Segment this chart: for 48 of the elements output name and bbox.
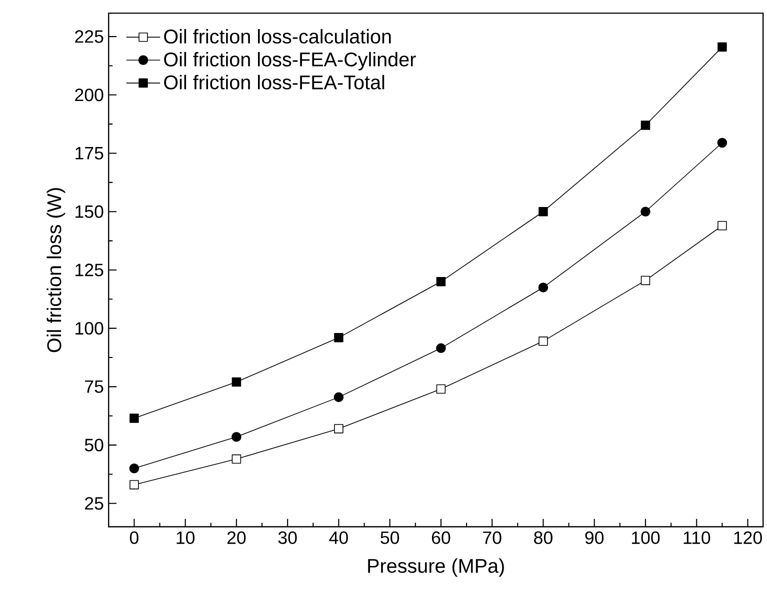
point xyxy=(436,343,446,354)
x-tick-label: 60 xyxy=(432,531,450,544)
point xyxy=(640,206,650,216)
point xyxy=(436,277,446,286)
y-tick-label: 225 xyxy=(75,30,104,43)
x-tick-label: 120 xyxy=(734,531,762,544)
legend-label: Oil friction loss-FEA-Cylinder xyxy=(164,52,416,70)
x-tick-label: 0 xyxy=(130,531,138,544)
y-tick-label: 100 xyxy=(76,322,104,335)
point xyxy=(640,120,650,130)
legend-label: Oil friction loss-FEA-Total xyxy=(164,74,384,90)
x-tick-label: 20 xyxy=(227,531,246,544)
legend-label: Oil friction loss-calculation xyxy=(164,29,391,44)
point xyxy=(232,377,242,387)
point xyxy=(436,384,446,394)
point xyxy=(334,392,344,402)
x-tick-label: 30 xyxy=(278,531,297,544)
y-axis-title: Oil friction loss (W) xyxy=(46,188,66,352)
y-tick-label: 50 xyxy=(84,438,104,452)
x-tick-label: 100 xyxy=(632,531,660,544)
y-tick-label: 200 xyxy=(75,88,104,102)
y-tick-label: 150 xyxy=(76,205,104,218)
point xyxy=(130,414,139,423)
point xyxy=(130,480,139,490)
x-tick-label: 10 xyxy=(176,531,195,544)
x-tick-label: 70 xyxy=(483,531,502,544)
point xyxy=(538,336,548,346)
point xyxy=(718,42,727,52)
point xyxy=(538,282,548,292)
point xyxy=(129,463,140,474)
x-tick-label: 40 xyxy=(329,531,348,544)
point xyxy=(717,138,728,148)
y-tick-label: 175 xyxy=(76,147,104,160)
point xyxy=(640,276,650,286)
x-tick-label: 110 xyxy=(684,531,710,544)
x-axis-title: Pressure (MPa) xyxy=(368,558,504,577)
point xyxy=(334,424,344,434)
point xyxy=(232,454,242,464)
y-tick-label: 125 xyxy=(76,264,104,276)
point xyxy=(538,206,548,216)
point xyxy=(232,432,242,442)
point xyxy=(334,333,344,342)
x-tick-label: 50 xyxy=(380,531,400,544)
x-tick-label: 80 xyxy=(534,531,552,544)
point xyxy=(718,220,727,230)
y-tick-label: 25 xyxy=(85,497,104,510)
x-tick-label: 90 xyxy=(585,531,604,544)
y-tick-label: 75 xyxy=(85,380,104,393)
